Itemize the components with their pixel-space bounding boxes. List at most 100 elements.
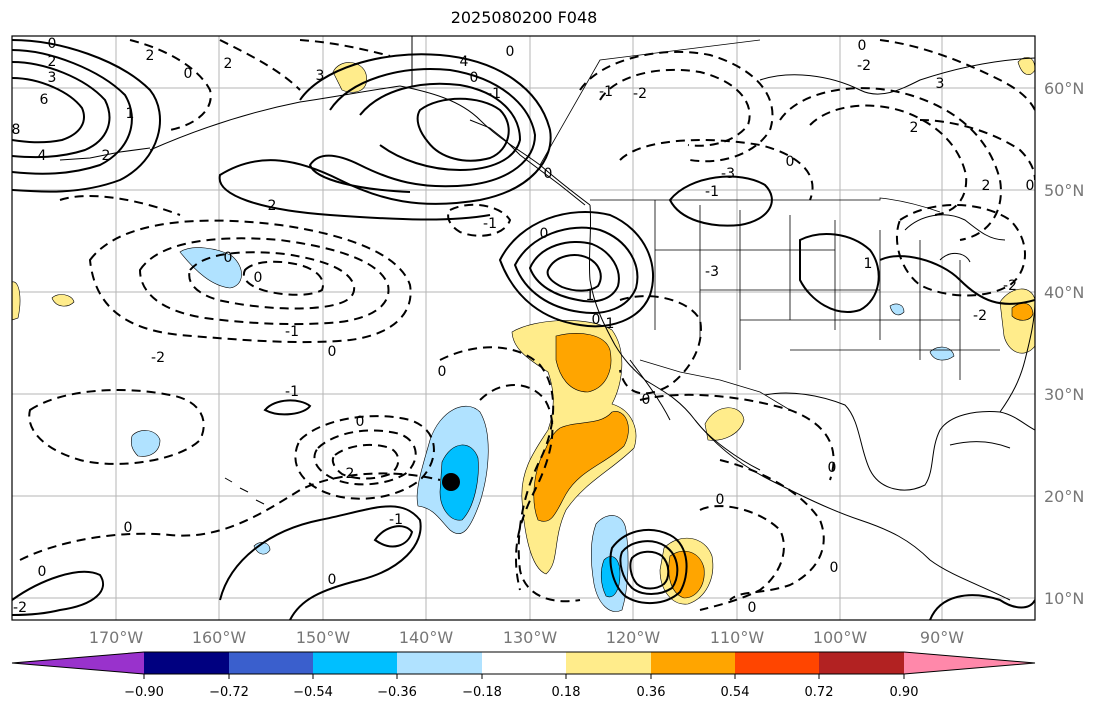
contour-label: -2 [1003, 278, 1017, 294]
colorbar-label: −0.90 [124, 685, 164, 700]
colorbar-extend-high [904, 652, 1035, 674]
contour-label: 1 [864, 256, 873, 272]
contour-pos-oregon3 [528, 240, 620, 303]
contour-label: -2 [13, 600, 27, 616]
contour-label: -3 [721, 166, 735, 182]
colorbar-segment [144, 652, 229, 674]
contour-label: 2 [48, 54, 57, 70]
contour-neg-alaska [299, 39, 391, 57]
contour-label: 0 [540, 226, 549, 242]
contour-neg-baja-west [479, 384, 554, 591]
lon-label: 100°W [813, 628, 868, 647]
contour-label: -1 [285, 324, 299, 340]
coastline-mexico-pacific [694, 419, 1011, 601]
contour-label: 0 [830, 560, 839, 576]
coastline-gulf [764, 392, 1035, 491]
shading [12, 57, 1035, 612]
colorbar-segment [313, 652, 397, 674]
coastline-us-west [588, 204, 646, 381]
lat-label: 60°N [1044, 79, 1084, 98]
lon-label: 150°W [296, 628, 351, 647]
contour-label: 0 [254, 270, 263, 286]
contour-pos-small1 [263, 399, 312, 416]
colorbar-segment [397, 652, 482, 674]
contour-label: 0 [716, 492, 725, 508]
border-state-2 [655, 249, 1000, 351]
lon-label: 120°W [606, 628, 661, 647]
contour-label: -2 [857, 58, 871, 74]
contour-label: 3 [316, 68, 325, 84]
contour-label: -2 [973, 308, 987, 324]
border-us-canada [590, 197, 941, 213]
colorbar-segment [651, 652, 735, 674]
contour-label: 0 [1026, 178, 1035, 194]
coastline-great-lakes [904, 214, 1006, 263]
contour-label: 0 [48, 36, 57, 52]
contour-neg-north-pacific2 [138, 237, 390, 326]
contour-label: -2 [633, 86, 647, 102]
contour-label: -1 [487, 86, 501, 102]
political-borders [411, 36, 1000, 411]
colorbar [11, 651, 1036, 679]
contour-neg-tropic-long [439, 346, 581, 603]
contour-label: 1 [126, 106, 135, 122]
contour-label: 0 [470, 70, 479, 86]
lat-label: 20°N [1044, 487, 1084, 506]
contour-pos-subtropics [219, 505, 422, 620]
contour-label: 2 [102, 148, 111, 164]
contour-pos-gulf-alaska [218, 53, 552, 221]
contour-pos-montana [668, 175, 773, 227]
contour-label: -1 [389, 512, 403, 528]
contour-neg-bering2 [219, 39, 301, 91]
map-frame [11, 35, 1036, 621]
contour-label: -1 [705, 184, 719, 200]
contour-pos-oregon [498, 211, 655, 328]
longitude-labels: 170°W 160°W 150°W 140°W 130°W 120°W 110°W 100°W… [89, 628, 964, 647]
contour-label: 0 [592, 312, 601, 328]
contour-label: 0 [544, 166, 553, 182]
colorbar-label: −0.36 [377, 685, 417, 700]
contour-pos-oregon4 [546, 254, 602, 292]
negative-shade-northpacific [179, 247, 242, 289]
contour-neg-east-pac-zero [699, 505, 785, 611]
contours [12, 39, 1035, 620]
border-alaska-canada [411, 36, 761, 166]
contour-neg-west-us [619, 295, 702, 395]
contour-pos-tropical [609, 528, 688, 604]
contour-pos-bering3 [12, 61, 111, 159]
contour-label: 0 [748, 600, 757, 616]
contour-label: 0 [828, 460, 837, 476]
contour-label: -2 [151, 350, 165, 366]
coastline-alaska-south [149, 85, 401, 151]
colorbar-label: −0.72 [209, 685, 249, 700]
lat-label: 30°N [1044, 385, 1084, 404]
contour-label: 3 [48, 70, 57, 86]
contour-neg-great-lakes [895, 204, 1026, 297]
positive-shade-baja-core2 [533, 411, 629, 522]
contour-neg-north-pacific [88, 219, 412, 344]
negative-shade-small1 [130, 430, 161, 457]
negative-shade-small3 [889, 303, 905, 316]
contour-label: 2 [910, 120, 919, 136]
lat-label: 10°N [1044, 589, 1084, 608]
colorbar-label: 0.54 [721, 685, 750, 700]
contour-label: 2 [982, 178, 991, 194]
contour-pos-oregon2 [513, 226, 639, 314]
lat-label: 50°N [1044, 181, 1084, 200]
contour-label: 4 [38, 148, 47, 164]
contour-pos-small2 [373, 525, 414, 548]
positive-shade-small1 [51, 294, 75, 307]
contour-label: -3 [705, 264, 719, 280]
contour-label: 2 [146, 48, 155, 64]
contour-neg-bering [129, 39, 212, 131]
contour-pos-gulf-alaska4 [416, 97, 510, 162]
lon-label: 130°W [503, 628, 558, 647]
contour-label: 8 [12, 122, 21, 138]
contour-label: 0 [124, 520, 133, 536]
contour-label: 0 [328, 572, 337, 588]
contour-neg-hudson2 [809, 104, 968, 216]
colorbar-label: 0.36 [637, 685, 666, 700]
contour-label: 0 [184, 66, 193, 82]
contour-label: -1 [285, 384, 299, 400]
